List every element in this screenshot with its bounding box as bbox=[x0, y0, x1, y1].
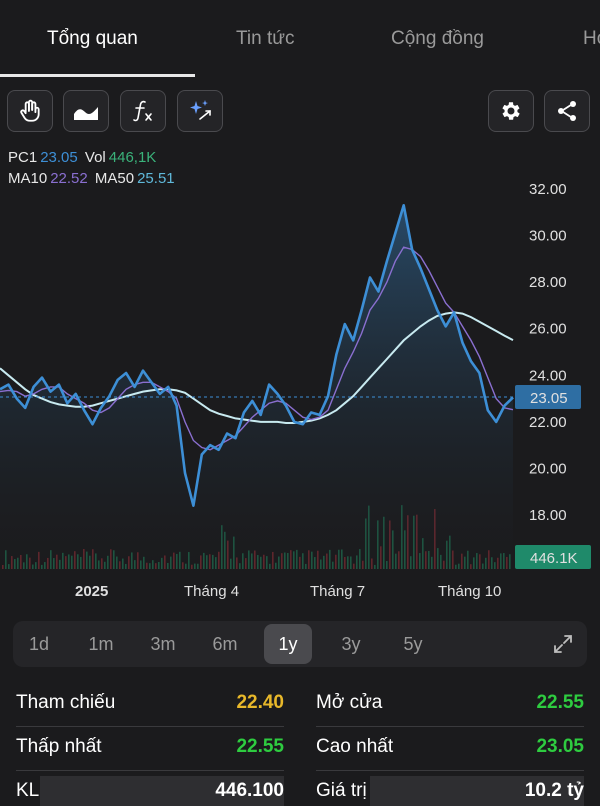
x-tick-label: 2025 bbox=[75, 583, 108, 600]
price-area-fill bbox=[0, 205, 513, 571]
volume-value: 446.100 bbox=[215, 780, 284, 801]
current-price-tag bbox=[515, 385, 581, 409]
x-tick-label: Tháng 10 bbox=[438, 583, 501, 600]
ma10-line bbox=[0, 246, 514, 451]
tab-overview[interactable]: Tổng quan bbox=[47, 28, 138, 49]
y-tick-label: 32.00 bbox=[529, 181, 567, 198]
high-price-label: Cao nhất bbox=[316, 736, 394, 757]
share-button[interactable] bbox=[544, 90, 590, 132]
indicator-row-2: MA10 22.52 MA50 25.51 bbox=[8, 170, 178, 187]
range-3y-button[interactable]: 3y bbox=[341, 633, 361, 654]
y-axis: 32.00 30.00 28.00 26.00 24.00 22.00 20.00 18.00 bbox=[529, 181, 567, 524]
open-price-value: 22.55 bbox=[536, 692, 584, 713]
high-price-value: 23.05 bbox=[536, 736, 584, 757]
tab-bar: Tổng quan Tin tức Cộng đồng Hỏ bbox=[0, 0, 600, 80]
x-tick-label: Tháng 7 bbox=[310, 583, 365, 600]
tab-news[interactable]: Tin tức bbox=[236, 28, 295, 49]
vol-value: 446,1K bbox=[108, 149, 157, 166]
price-line bbox=[0, 204, 514, 507]
expand-icon bbox=[554, 635, 572, 653]
range-3m-button[interactable]: 3m bbox=[150, 633, 176, 654]
ref-price-value: 22.40 bbox=[236, 692, 284, 713]
divider bbox=[16, 726, 284, 727]
open-price-label: Mở cửa bbox=[316, 692, 383, 713]
ma50-line bbox=[0, 311, 514, 424]
y-tick-label: 20.00 bbox=[529, 460, 567, 477]
ma10-label: MA10 bbox=[8, 170, 48, 187]
draw-tool-button[interactable] bbox=[177, 90, 223, 132]
range-1m-button[interactable]: 1m bbox=[88, 633, 114, 654]
fullscreen-button[interactable] bbox=[546, 624, 580, 664]
price-chart[interactable]: 32.00 30.00 28.00 26.00 24.00 22.00 20.00 18.00… bbox=[0, 170, 600, 610]
y-tick-label: 30.00 bbox=[529, 228, 567, 245]
trade-value-label: Giá trị bbox=[316, 780, 367, 801]
volume-tag bbox=[515, 545, 591, 569]
vol-label: Vol bbox=[84, 149, 106, 166]
function-icon bbox=[133, 100, 152, 122]
indicator-row-1: PC1 23.05 Vol 446,1K bbox=[8, 149, 159, 166]
x-axis: 2025 Tháng 4 Tháng 7 Tháng 10 bbox=[75, 583, 501, 600]
low-price-label: Thấp nhất bbox=[16, 736, 102, 757]
gear-icon bbox=[502, 102, 520, 120]
divider bbox=[316, 770, 584, 771]
tab-more[interactable]: Hỏ bbox=[583, 28, 600, 49]
range-5y-button[interactable]: 5y bbox=[403, 633, 423, 654]
ma10-value: 22.52 bbox=[50, 170, 88, 187]
trade-value-value: 10.2 tỷ bbox=[524, 780, 584, 801]
ref-price-label: Tham chiếu bbox=[16, 692, 116, 713]
share-icon bbox=[558, 101, 576, 121]
current-price-text: 23.05 bbox=[530, 390, 568, 407]
ma50-value: 25.51 bbox=[137, 170, 175, 187]
range-6m-button[interactable]: 6m bbox=[212, 633, 238, 654]
chart-type-button[interactable] bbox=[63, 90, 109, 132]
range-1d-button[interactable]: 1d bbox=[28, 633, 50, 654]
volume-label: KL bbox=[16, 780, 40, 801]
ma50-label: MA50 bbox=[94, 170, 135, 187]
tab-community[interactable]: Cộng đồng bbox=[391, 28, 484, 49]
sparkle-draw-icon bbox=[190, 100, 211, 120]
tab-active-indicator bbox=[0, 74, 195, 77]
y-tick-label: 22.00 bbox=[529, 414, 567, 431]
x-tick-label: Tháng 4 bbox=[184, 583, 239, 600]
divider bbox=[16, 770, 284, 771]
hand-tool-button[interactable] bbox=[7, 90, 53, 132]
volume-tag-text: 446.1K bbox=[530, 550, 578, 567]
area-chart-icon bbox=[74, 107, 98, 120]
y-tick-label: 24.00 bbox=[529, 367, 567, 384]
low-price-value: 22.55 bbox=[236, 736, 284, 757]
y-tick-label: 26.00 bbox=[529, 321, 567, 338]
settings-button[interactable] bbox=[488, 90, 534, 132]
y-tick-label: 28.00 bbox=[529, 274, 567, 291]
indicator-button[interactable] bbox=[120, 90, 166, 132]
pc1-label: PC1 bbox=[8, 149, 38, 166]
divider bbox=[316, 726, 584, 727]
y-tick-label: 18.00 bbox=[529, 507, 567, 524]
hand-icon bbox=[20, 99, 40, 122]
range-1y-button[interactable]: 1y bbox=[264, 624, 312, 664]
pc1-value: 23.05 bbox=[40, 149, 78, 166]
